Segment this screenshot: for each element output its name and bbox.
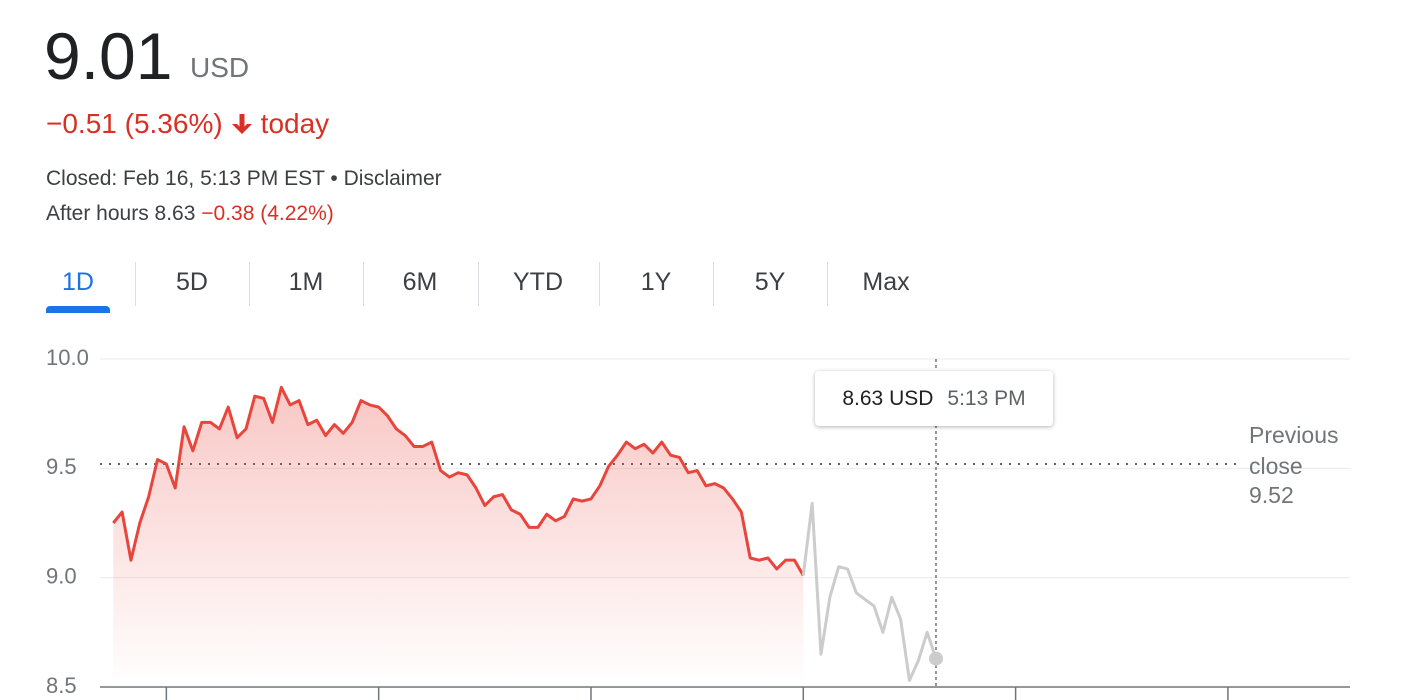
y-tick-label: 9.5 — [46, 454, 77, 479]
range-tab[interactable]: 1Y — [640, 268, 672, 296]
range-tab[interactable]: 1D — [62, 268, 94, 296]
closed-time: Closed: Feb 16, 5:13 PM EST • — [46, 167, 338, 190]
after-hours-change: −0.38 (4.22%) — [201, 202, 334, 225]
range-tab[interactable]: 5D — [176, 268, 208, 296]
tooltip: 8.63 USD 5:13 PM — [815, 371, 1053, 426]
range-tab[interactable]: 1M — [288, 268, 324, 296]
after-hours: After hours 8.63 — [46, 202, 196, 225]
y-tick-label: 10.0 — [46, 345, 89, 370]
currency: USD — [190, 52, 250, 83]
tooltip-price: 8.63 USD — [842, 386, 934, 410]
after-hours-row: After hours 8.63 −0.38 (4.22%) — [46, 202, 334, 226]
active-tab-indicator — [46, 306, 110, 313]
tab-separator — [599, 262, 600, 306]
down-arrow-icon — [231, 114, 252, 134]
tab-separator — [827, 262, 828, 306]
area — [113, 387, 804, 687]
range-tab[interactable]: 6M — [402, 268, 438, 296]
tab-separator — [713, 262, 714, 306]
disclaimer-link[interactable]: Disclaimer — [343, 167, 442, 190]
tab-separator — [363, 262, 364, 306]
y-tick-label: 9.0 — [46, 563, 77, 588]
line — [112, 385, 805, 577]
tab-separator — [135, 262, 136, 306]
change-row: −0.51 (5.36%) today — [46, 108, 329, 140]
price: 9.01 — [44, 19, 173, 93]
change-period: today — [260, 108, 330, 139]
tab-separator — [478, 262, 479, 306]
tab-separator — [249, 262, 250, 306]
range-tab[interactable]: 5Y — [754, 268, 786, 296]
range-tab[interactable]: YTD — [513, 268, 563, 296]
y-tick-label: 8.5 — [46, 673, 77, 698]
previous-close-value: 9.52 — [1249, 482, 1294, 508]
line — [801, 501, 938, 682]
range-tab[interactable]: Max — [862, 268, 910, 296]
change: −0.51 (5.36%) — [46, 108, 223, 139]
closed-row: Closed: Feb 16, 5:13 PM EST • Disclaimer — [46, 167, 442, 191]
tooltip-time: 5:13 PM — [947, 386, 1026, 410]
cursor-dot — [928, 651, 943, 666]
previous-close-label: Previous close — [1249, 422, 1339, 479]
